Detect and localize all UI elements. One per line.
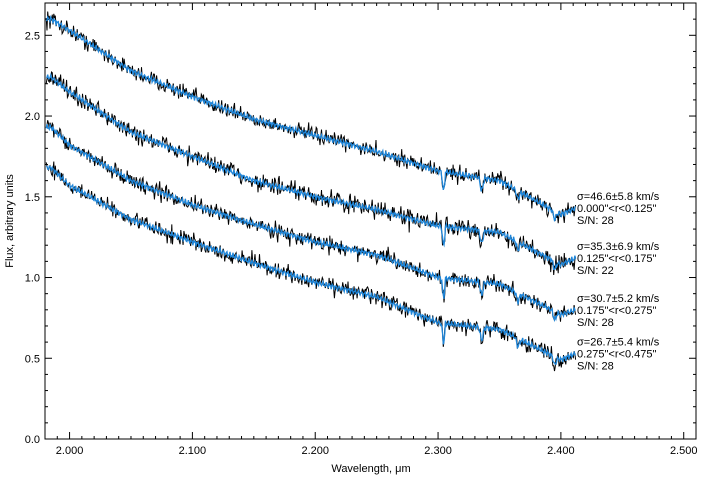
x-axis-title: Wavelength, μm — [331, 463, 410, 475]
sn-label: S/N: 22 — [577, 265, 614, 277]
radius-label: 0.275"<r<0.475" — [577, 348, 656, 360]
x-tick-label: 2.400 — [547, 445, 575, 457]
observed-spectrum-line — [45, 161, 577, 372]
x-tick-label: 2.300 — [424, 445, 452, 457]
radius-label: 0.125"<r<0.175" — [577, 253, 656, 265]
series-layer — [45, 11, 577, 372]
radius-label: 0.175"<r<0.275" — [577, 305, 656, 317]
axis-ticks: 2.000 2.100 2.200 2.300 2.400 2.500 0.0 0.5 1.0 1… — [25, 3, 698, 457]
annotation-layer: σ=46.6±5.8 km/s0.000"<r<0.125"S/N: 28σ=3… — [577, 191, 660, 372]
sigma-label: σ=30.7±5.2 km/s — [577, 293, 660, 305]
model-spectrum-line — [45, 14, 576, 222]
sn-label: S/N: 28 — [577, 317, 614, 329]
y-tick-label: 2.5 — [25, 30, 40, 42]
y-tick-label: 1.5 — [25, 192, 40, 204]
x-tick-label: 2.000 — [56, 445, 84, 457]
model-spectrum-line — [45, 72, 577, 271]
y-axis-title: Flux, arbitrary units — [4, 174, 16, 268]
observed-spectrum-line — [45, 120, 577, 322]
sn-label: S/N: 28 — [577, 215, 614, 227]
y-tick-label: 2.0 — [25, 111, 40, 123]
y-tick-label: 0.0 — [25, 434, 40, 446]
x-tick-label: 2.100 — [179, 445, 207, 457]
y-tick-label: 0.5 — [25, 353, 40, 365]
model-spectrum-line — [46, 165, 577, 365]
plot-frame — [44, 2, 697, 440]
x-tick-label: 2.200 — [301, 445, 329, 457]
x-tick-label: 2.500 — [670, 445, 698, 457]
sigma-label: σ=26.7±5.4 km/s — [577, 336, 660, 348]
sn-label: S/N: 28 — [577, 360, 614, 372]
observed-spectrum-line — [45, 70, 577, 276]
model-spectrum-line — [45, 124, 576, 323]
y-tick-label: 1.0 — [25, 273, 40, 285]
observed-spectrum-line — [45, 11, 577, 224]
sigma-label: σ=35.3±6.9 km/s — [577, 241, 660, 253]
sigma-label: σ=46.6±5.8 km/s — [577, 191, 660, 203]
radius-label: 0.000"<r<0.125" — [577, 203, 656, 215]
